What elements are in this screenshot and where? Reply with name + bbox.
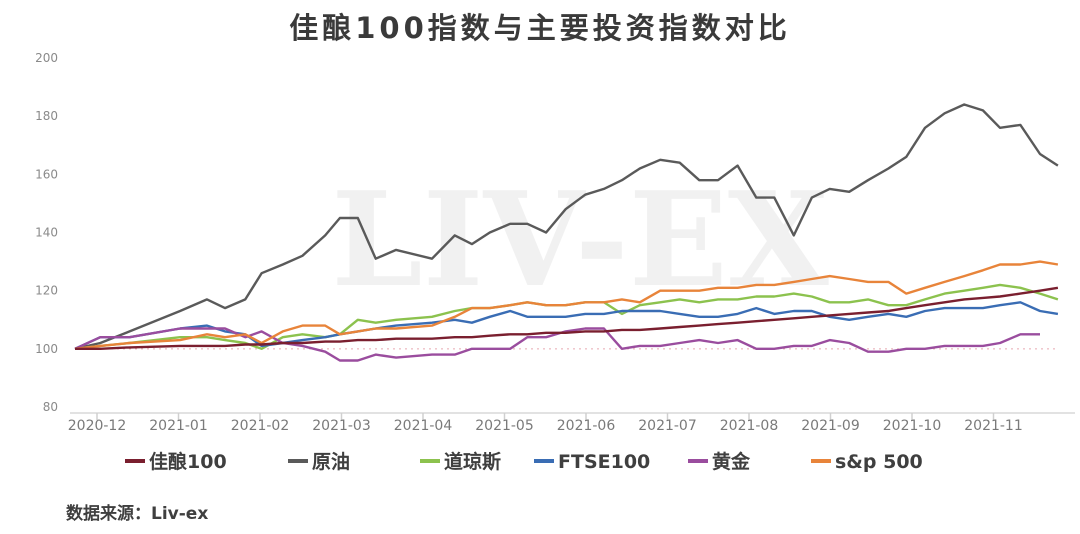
legend-item: FTSE100: [534, 451, 650, 473]
livex-watermark: LIV-EX: [331, 163, 829, 316]
y-tick-label: 160: [35, 167, 58, 181]
y-tick-label: 120: [35, 284, 58, 298]
y-tick-label: 140: [35, 226, 58, 240]
series-line-4: [74, 327, 1040, 362]
x-tick-label: 2021-08: [720, 418, 779, 434]
y-tick-label: 200: [35, 51, 58, 65]
x-tick-label: 2021-07: [638, 418, 697, 434]
x-tick-label: 2020-12: [68, 418, 127, 434]
legend-item: s&p 500: [811, 451, 923, 473]
legend-label: 黄金: [712, 450, 751, 473]
legend-item: 佳酿100: [125, 450, 227, 473]
x-tick-label: 2021-05: [475, 418, 534, 434]
x-tick-label: 2021-04: [394, 418, 453, 434]
x-tick-label: 2021-01: [149, 418, 208, 434]
series-line-5: [74, 260, 1059, 350]
x-tick-label: 2021-03: [312, 418, 371, 434]
data-source-note: 数据来源：Liv-ex: [66, 503, 208, 524]
x-tick-label: 2021-09: [801, 418, 860, 434]
x-tick-label: 2021-02: [231, 418, 290, 434]
legend-label: 原油: [312, 451, 350, 473]
legend-label: s&p 500: [835, 451, 923, 473]
x-tick-label: 2021-10: [883, 418, 942, 434]
legend-item: 黄金: [688, 450, 751, 473]
y-tick-label: 180: [35, 109, 58, 123]
y-tick-label: 80: [43, 400, 58, 414]
legend-label: 道琼斯: [444, 450, 501, 473]
legend-item: 原油: [288, 451, 350, 473]
legend-label: FTSE100: [558, 451, 650, 473]
legend-item: 道琼斯: [420, 450, 501, 473]
legend-label: 佳酿100: [149, 450, 227, 473]
chart-title: 佳酿100指数与主要投资指数对比: [289, 11, 791, 45]
x-tick-label: 2021-06: [557, 418, 616, 434]
x-tick-label: 2021-11: [964, 418, 1023, 434]
series-line-0: [75, 286, 1059, 350]
y-tick-label: 100: [35, 342, 58, 356]
series-line-1: [74, 103, 1059, 350]
